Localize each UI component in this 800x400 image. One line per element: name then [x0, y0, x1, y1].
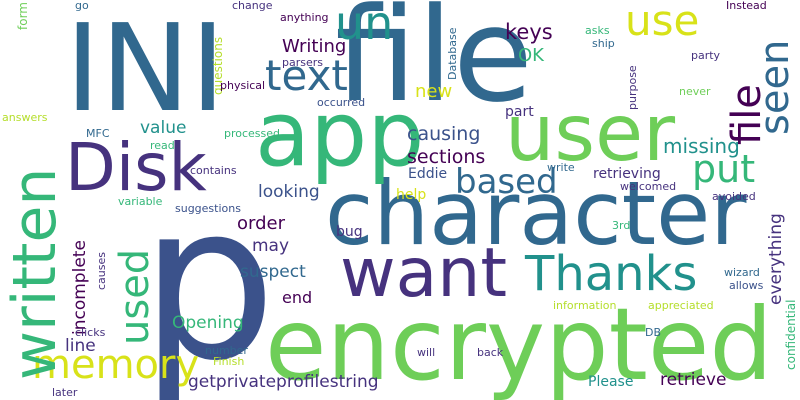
word-number: number	[205, 344, 248, 357]
word-sections: sections	[407, 146, 486, 168]
word-please: Please	[588, 374, 634, 390]
word-un: un	[335, 0, 394, 50]
word-writing: Writing	[282, 36, 347, 57]
word-part: part	[505, 104, 534, 120]
word-change: anything	[280, 11, 329, 24]
word-never: never	[679, 85, 711, 98]
word-avoided: avoided	[712, 190, 756, 203]
word-thanks: Thanks	[525, 246, 698, 302]
word-help: help	[396, 187, 427, 203]
word-clicks: clicks	[75, 326, 106, 339]
word-variable: suggestions	[175, 202, 241, 215]
word-finish: Finish	[213, 355, 245, 368]
word-ini: INI	[65, 0, 226, 139]
word-end: end	[282, 288, 313, 307]
word-causing: causing	[407, 123, 481, 145]
word-db: DB	[645, 326, 662, 339]
word-user: user	[505, 89, 676, 179]
word-value: value	[140, 118, 187, 138]
word-information: information	[553, 299, 617, 312]
word-back: back	[477, 346, 504, 359]
word-answers: answers	[2, 111, 48, 124]
word-put: put	[692, 147, 756, 191]
word-encrypted: encrypted	[265, 286, 773, 400]
word-will: will	[417, 346, 436, 359]
word-app: app	[255, 82, 425, 187]
word-line: line	[65, 336, 96, 356]
word-occurred: write	[547, 161, 575, 174]
word-ship: ship	[592, 37, 615, 50]
word-missing: missing	[663, 134, 740, 158]
word-questions: change	[232, 0, 273, 12]
word-use: use	[625, 0, 700, 45]
word-may: may	[252, 236, 290, 256]
word-form: MFC	[86, 127, 110, 140]
word-opening: Opening	[172, 313, 244, 333]
word-processed: contains	[190, 164, 237, 177]
word-p: p	[140, 157, 277, 400]
word-instead: Instead	[726, 0, 767, 12]
word-asks: asks	[585, 24, 610, 37]
word-mfc: read	[150, 139, 175, 152]
word-physical: occurred	[317, 96, 366, 109]
word-wizard: wizard	[724, 266, 760, 279]
word-party: party	[691, 49, 721, 62]
word-far: form	[16, 2, 30, 30]
word-appreciated: confidential	[784, 299, 798, 370]
word-new: new	[415, 81, 453, 102]
word-contains: variable	[118, 195, 163, 208]
word-used: used	[112, 248, 158, 345]
word-3rd: 3rd	[612, 219, 631, 232]
word-suggestions: causes	[95, 252, 108, 290]
word-want: want	[340, 234, 508, 313]
word-text: text	[265, 51, 348, 100]
word-looking: looking	[258, 182, 320, 202]
word-purpose: purpose	[626, 65, 639, 110]
word-eddie: Eddie	[408, 166, 448, 182]
word-anything: parsers	[282, 56, 323, 69]
word-ok: OK	[518, 45, 544, 66]
word-welcomed: welcomed	[620, 180, 677, 193]
word-parsers: go	[75, 0, 89, 12]
word-allows: allows	[729, 279, 764, 292]
word-everything: everything	[766, 213, 786, 305]
word-retrieve: retrieve	[660, 370, 727, 390]
word-confidential: appreciated	[648, 299, 714, 312]
word-based: based	[455, 162, 558, 202]
word-later: later	[52, 386, 78, 399]
word-character: character	[325, 162, 747, 265]
word-written: written	[0, 167, 70, 380]
word-bug: bug	[336, 224, 363, 240]
word-ini-small: INI	[100, 3, 102, 4]
word-read: processed	[224, 127, 281, 140]
word-disk: Disk	[65, 129, 207, 206]
word-incomplete: incomplete	[70, 240, 90, 335]
word-database: Database	[446, 27, 459, 81]
word-order: order	[237, 213, 285, 234]
word-memory: memory	[32, 342, 200, 388]
word-suspect: suspect	[240, 262, 306, 282]
word-keys: keys	[505, 20, 553, 44]
word-file: file	[335, 0, 533, 131]
word-retrieving: retrieving	[593, 166, 661, 182]
word-go: physical	[220, 79, 266, 92]
word-getprivateprofilestring: getprivateprofilestring	[188, 372, 379, 392]
